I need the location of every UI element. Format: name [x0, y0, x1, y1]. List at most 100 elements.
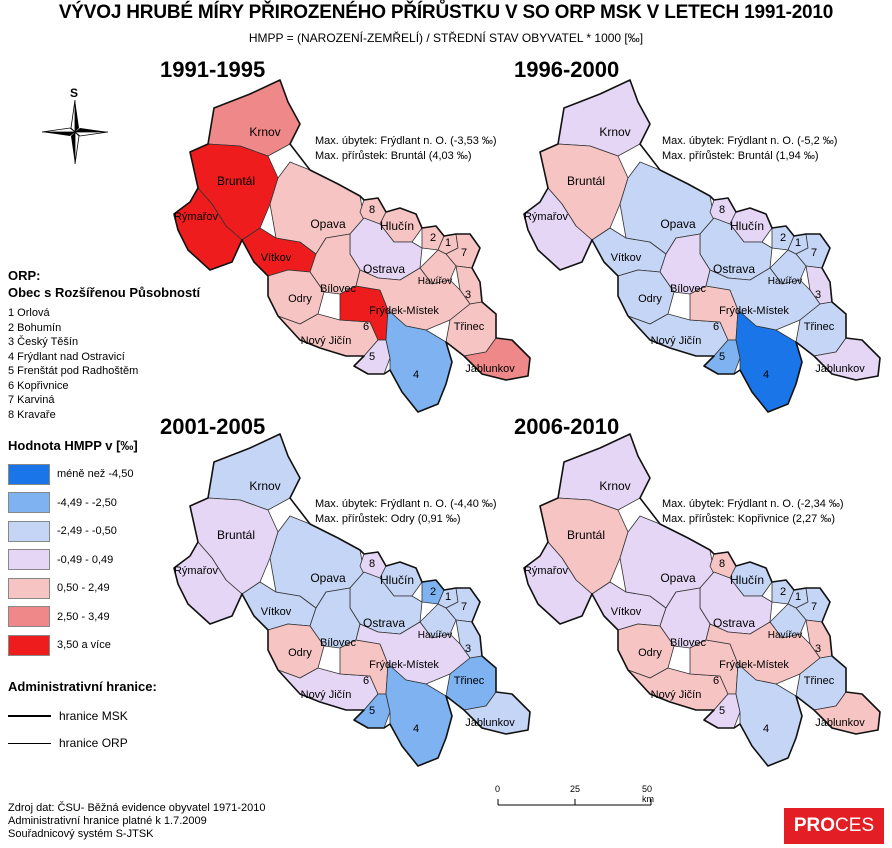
scale-bar: 0 25 50 km [494, 784, 664, 814]
msk-boundary [173, 433, 531, 767]
orp-list: 1 Orlová 2 Bohumín 3 Český Těšín 4 Frýdl… [8, 306, 200, 422]
value-legend-row: 2,50 - 3,49 [8, 603, 138, 632]
map-panel-1991: Krnov Bruntál Rýmařov Vítkov Opava 8 Hlučín Ost… [150, 58, 550, 423]
orp-legend: ORP: Obec s Rozšířenou Působností 1 Orlo… [8, 267, 200, 422]
max-loss-text: Max. úbytek: Frýdlant n. O. (-2,34 ‰) [662, 498, 844, 510]
source-line: Administrativní hranice platné k 1.7.200… [8, 815, 207, 827]
map-panel-2006: Krnov Bruntál Rýmařov Vítkov Opava 8 Hlučín Ost… [500, 412, 892, 777]
district-label-frydek: Frýdek-Místek [719, 659, 789, 671]
district-label-bilovec: Bílovec [670, 283, 707, 295]
district-label-n7: 7 [461, 247, 467, 259]
source-line: Souřadnicový systém S-JTSK [8, 828, 154, 840]
district-label-n2: 2 [780, 586, 786, 598]
scale-tick-label: 50 km [642, 784, 654, 804]
district-label-n3: 3 [815, 643, 821, 655]
district-label-ostrava: Ostrava [713, 616, 755, 630]
district-label-n7: 7 [461, 601, 467, 613]
value-legend-label: -4,49 - -2,50 [57, 496, 117, 509]
district-label-n5: 5 [369, 351, 375, 363]
value-legend: Hodnota HMPP v [‰] méně než -4,50 -4,49 -… [8, 437, 138, 660]
district-label-odry: Odry [638, 293, 662, 305]
value-legend-rows: méně než -4,50 -4,49 - -2,50 -2,49 - -0,50… [8, 460, 138, 660]
district-label-frydek: Frýdek-Místek [369, 305, 439, 317]
district-label-ostrava: Ostrava [713, 262, 755, 276]
district-label-n8: 8 [719, 558, 725, 570]
district-label-n6: 6 [363, 321, 369, 333]
district-label-n3: 3 [815, 289, 821, 301]
district-label-n6: 6 [713, 321, 719, 333]
orp-list-item: 8 Kravaře [8, 408, 56, 421]
orp-list-item: 4 Frýdlant nad Ostravicí [8, 350, 125, 363]
district-label-opava: Opava [660, 217, 696, 231]
value-legend-row: -4,49 - -2,50 [8, 489, 138, 518]
scale-bar-graphic [497, 799, 652, 806]
source-notes: Zdroj dat: ČSU- Běžná evidence obyvatel … [8, 802, 265, 841]
value-legend-heading: Hodnota HMPP v [‰] [8, 438, 138, 453]
value-legend-label: 3,50 a více [57, 639, 111, 652]
compass-rose-icon [41, 100, 109, 164]
district-label-krnov: Krnov [599, 479, 630, 493]
max-loss-text: Max. úbytek: Frýdlant n. O. (-4,40 ‰) [315, 498, 497, 510]
value-legend-label: méně než -4,50 [57, 468, 134, 481]
district-label-n2: 2 [430, 232, 436, 244]
orp-line-swatch [8, 742, 51, 744]
district-label-opava: Opava [660, 571, 696, 585]
district-label-havirov: Havířov [418, 630, 452, 641]
district-label-havirov: Havířov [768, 630, 802, 641]
district-label-novy-jicin: Nový Jičín [651, 689, 702, 701]
district-label-trinec: Třinec [804, 321, 835, 333]
district-label-n7: 7 [811, 247, 817, 259]
district-label-n5: 5 [719, 351, 725, 363]
district-label-vitkov: Vítkov [611, 252, 642, 264]
value-legend-swatch [8, 492, 50, 514]
district-label-bilovec: Bílovec [320, 637, 357, 649]
boundary-legend-msk-row: hranice MSK [8, 709, 157, 723]
max-gain-text: Max. přírůstek: Bruntál (1,94 ‰) [662, 150, 819, 162]
district-label-n3: 3 [465, 643, 471, 655]
period-title-2006: 2006-2010 [514, 414, 620, 439]
district-label-n6: 6 [713, 675, 719, 687]
region-map-1996: Krnov Bruntál Rýmařov Vítkov Opava 8 Hlučín Ost… [523, 79, 881, 413]
orp-legend-subheading: Obec s Rozšířenou Působností [8, 285, 201, 300]
logo-text-rest: CES [835, 815, 875, 836]
region-map-2006: Krnov Bruntál Rýmařov Vítkov Opava 8 Hlučín Ost… [523, 433, 881, 767]
district-label-novy-jicin: Nový Jičín [301, 335, 352, 347]
proces-logo: PRO CES [784, 808, 884, 844]
district-label-n3: 3 [465, 289, 471, 301]
north-arrow: S [40, 86, 110, 166]
value-legend-label: 0,50 - 2,49 [57, 582, 110, 595]
district-label-hlucin: Hlučín [730, 573, 764, 587]
msk-boundary [173, 79, 531, 413]
district-label-n4: 4 [763, 369, 769, 381]
annotation-2001: Max. úbytek: Frýdlant n. O. (-4,40 ‰) Ma… [315, 497, 497, 527]
scale-tick-label: 25 [570, 784, 581, 794]
district-label-trinec: Třinec [804, 675, 835, 687]
region-map-2001: Krnov Bruntál Rýmařov Vítkov Opava 8 Hlučín Ost… [173, 433, 531, 767]
district-label-rymarov: Rýmařov [174, 211, 219, 223]
annotation-1991: Max. úbytek: Frýdlant n. O. (-3,53 ‰) Ma… [315, 134, 497, 164]
district-label-n1: 1 [445, 237, 451, 249]
orp-line-label: hranice ORP [59, 736, 128, 750]
district-label-vitkov: Vítkov [261, 606, 292, 618]
district-label-krnov: Krnov [249, 125, 280, 139]
value-legend-swatch [8, 463, 50, 485]
district-label-rymarov: Rýmařov [524, 211, 569, 223]
value-legend-row: méně než -4,50 [8, 460, 138, 489]
district-label-trinec: Třinec [454, 321, 485, 333]
map-panel-2001: Krnov Bruntál Rýmařov Vítkov Opava 8 Hlučín Ost… [150, 412, 550, 777]
district-label-krnov: Krnov [249, 479, 280, 493]
value-legend-label: -2,49 - -0,50 [57, 525, 117, 538]
max-gain-text: Max. přírůstek: Odry (0,91 ‰) [315, 513, 461, 525]
district-label-opava: Opava [310, 571, 346, 585]
district-label-n2: 2 [430, 586, 436, 598]
district-label-odry: Odry [638, 647, 662, 659]
value-legend-swatch [8, 549, 50, 571]
district-label-n8: 8 [369, 204, 375, 216]
north-arrow-label: S [70, 86, 79, 100]
value-legend-swatch [8, 577, 50, 599]
district-label-hlucin: Hlučín [730, 219, 764, 233]
district-label-krnov: Krnov [599, 125, 630, 139]
district-label-n6: 6 [363, 675, 369, 687]
orp-list-item: 5 Frenštát pod Radhoštěm [8, 365, 139, 377]
scale-tick-label: 0 [495, 784, 501, 794]
